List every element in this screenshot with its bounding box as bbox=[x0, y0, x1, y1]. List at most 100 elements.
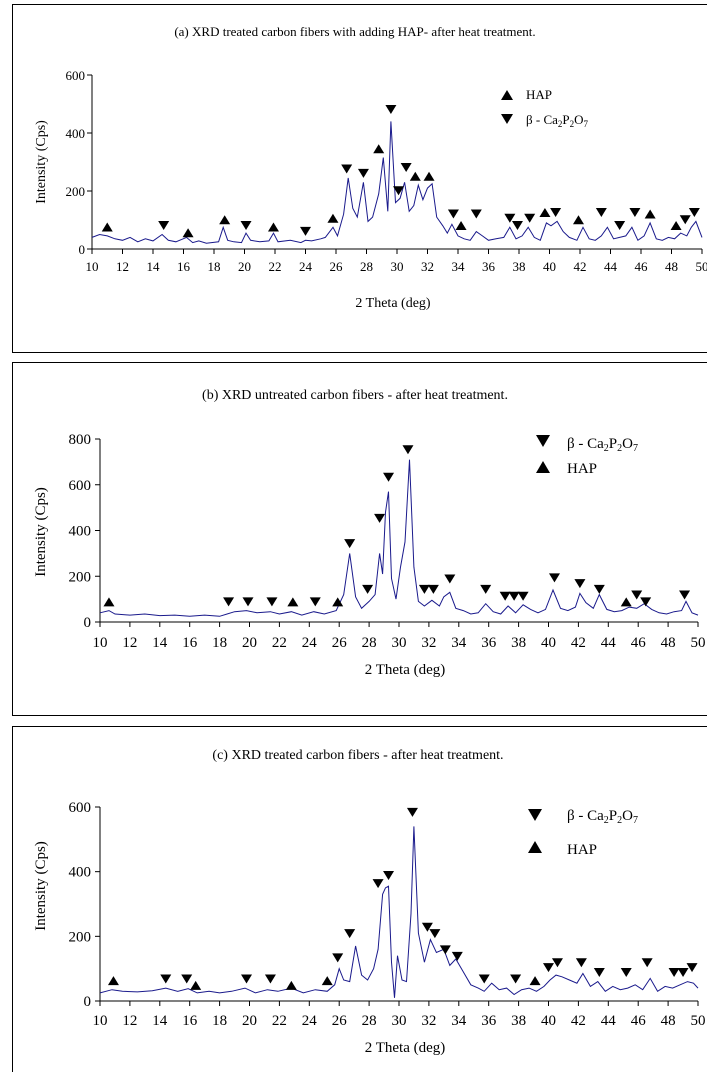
x-tick-label: 20 bbox=[242, 1013, 257, 1029]
peak-marker-down bbox=[593, 967, 605, 977]
legend-marker-up bbox=[536, 461, 550, 473]
peak-marker-up bbox=[529, 976, 541, 986]
y-axis-label: Intensity (Cps) bbox=[33, 487, 49, 577]
x-tick-label: 12 bbox=[122, 1013, 137, 1029]
x-tick-label: 26 bbox=[332, 1013, 348, 1029]
peak-marker-down bbox=[160, 974, 172, 984]
peak-marker-down bbox=[444, 574, 456, 584]
peak-marker-up bbox=[285, 980, 297, 990]
x-tick-label: 50 bbox=[696, 259, 707, 274]
x-tick-label: 38 bbox=[513, 259, 526, 274]
peak-marker-down bbox=[550, 208, 562, 217]
peak-marker-down bbox=[574, 579, 586, 589]
x-tick-label: 24 bbox=[302, 1013, 318, 1029]
x-tick-label: 28 bbox=[362, 1013, 377, 1029]
chart-title: (a) XRD treated carbon fibers with addin… bbox=[174, 24, 535, 39]
peak-marker-down bbox=[686, 963, 698, 973]
peak-marker-down bbox=[181, 974, 193, 984]
x-tick-label: 40 bbox=[541, 1013, 556, 1029]
peak-marker-down bbox=[429, 929, 441, 939]
peak-marker-down bbox=[504, 213, 516, 223]
x-tick-label: 42 bbox=[571, 635, 586, 651]
x-tick-label: 36 bbox=[481, 1013, 497, 1029]
peak-marker-down bbox=[158, 221, 170, 231]
x-tick-labels: 10 12 14 16 18 20 22 24 26 28 30 32 34 36 38 40 42 44 46 48… bbox=[93, 1013, 706, 1029]
peak-marker-up bbox=[539, 208, 551, 217]
x-tick-label: 20 bbox=[242, 635, 257, 651]
xrd-chart-c: (c) XRD treated carbon fibers - after he… bbox=[12, 726, 707, 1072]
legend-marker-down bbox=[501, 114, 513, 124]
x-tick-label: 42 bbox=[571, 1013, 586, 1029]
peak-marker-down bbox=[688, 208, 700, 217]
x-tick-label: 26 bbox=[330, 259, 344, 274]
legend: β - Ca2P2O7 HAP bbox=[536, 435, 638, 477]
peak-marker-down bbox=[383, 870, 395, 880]
x-tick-label: 22 bbox=[272, 635, 287, 651]
peak-marker-down bbox=[344, 539, 356, 549]
x-tick-label: 14 bbox=[152, 635, 168, 651]
series-line bbox=[99, 459, 699, 617]
x-tick-label: 14 bbox=[147, 259, 161, 274]
series-line bbox=[91, 121, 703, 244]
x-tick-label: 38 bbox=[511, 635, 526, 651]
peak-marker-up bbox=[409, 171, 421, 181]
panel-frame bbox=[12, 362, 707, 716]
y-tick-label: 400 bbox=[69, 865, 92, 881]
peak-marker-down bbox=[595, 208, 607, 217]
y-tick-labels: 0 200 400 600 bbox=[69, 800, 92, 1010]
peak-marker-down bbox=[668, 967, 680, 977]
xrd-panel-c: (c) XRD treated carbon fibers - after he… bbox=[0, 726, 707, 1072]
peak-marker-down bbox=[341, 164, 353, 174]
legend-label: β - Ca2P2O7 bbox=[567, 808, 638, 826]
peak-marker-down bbox=[223, 597, 235, 607]
x-tick-label: 22 bbox=[269, 259, 282, 274]
x-axis-label: 2 Theta (deg) bbox=[355, 296, 430, 311]
x-tick-label: 36 bbox=[482, 259, 496, 274]
y-tick-label: 600 bbox=[66, 68, 86, 83]
x-tick-label: 30 bbox=[392, 1013, 407, 1029]
y-tick-label: 800 bbox=[69, 432, 92, 448]
axes bbox=[95, 806, 699, 1006]
x-tick-label: 42 bbox=[574, 259, 587, 274]
x-tick-label: 30 bbox=[392, 635, 407, 651]
axes bbox=[95, 438, 699, 627]
x-tick-label: 28 bbox=[362, 635, 377, 651]
x-tick-label: 24 bbox=[302, 635, 318, 651]
peak-marker-up bbox=[219, 215, 231, 225]
legend: β - Ca2P2O7 HAP bbox=[528, 808, 638, 858]
x-tick-label: 50 bbox=[691, 1013, 706, 1029]
chart-title: (b) XRD untreated carbon fibers - after … bbox=[202, 388, 508, 403]
peak-marker-down bbox=[470, 209, 482, 219]
peak-marker-down bbox=[300, 226, 311, 236]
y-tick-label: 0 bbox=[79, 242, 86, 257]
peak-marker-down bbox=[447, 209, 459, 219]
x-tick-label: 14 bbox=[152, 1013, 168, 1029]
peak-marker-up bbox=[455, 221, 467, 231]
xrd-panel-b: (b) XRD untreated carbon fibers - after … bbox=[0, 362, 707, 717]
peak-marker-up bbox=[670, 221, 682, 231]
y-axis-label: Intensity (Cps) bbox=[33, 841, 49, 931]
peak-marker-down bbox=[593, 584, 605, 594]
x-tick-label: 48 bbox=[665, 259, 678, 274]
xrd-panel-a: (a) XRD treated carbon fibers with addin… bbox=[0, 0, 707, 353]
peak-marker-down bbox=[548, 573, 560, 583]
peak-marker-down bbox=[511, 221, 523, 231]
legend-marker-up bbox=[501, 90, 513, 100]
x-tick-label: 16 bbox=[182, 635, 198, 651]
x-tick-label: 46 bbox=[635, 259, 649, 274]
x-tick-label: 10 bbox=[93, 635, 108, 651]
x-tick-labels: 10 12 14 16 18 20 22 24 26 28 30 32 34 36 38 40 42 44 46 48… bbox=[86, 259, 707, 274]
xrd-chart-b: (b) XRD untreated carbon fibers - after … bbox=[12, 362, 707, 716]
legend-marker-down bbox=[536, 435, 550, 447]
panel-frame bbox=[12, 4, 707, 353]
x-tick-labels: 10 12 14 16 18 20 22 24 26 28 30 32 34 36 38 40 42 44 46 48… bbox=[93, 635, 706, 651]
legend: HAP β - Ca2P2O7 bbox=[501, 87, 589, 129]
peak-marker-down bbox=[241, 974, 253, 984]
peak-marker-up bbox=[321, 976, 333, 986]
peak-marker-down bbox=[427, 584, 439, 594]
peak-marker-up bbox=[182, 228, 194, 238]
x-tick-label: 32 bbox=[421, 635, 436, 651]
peak-marker-down bbox=[575, 958, 587, 968]
x-axis-label: 2 Theta (deg) bbox=[365, 662, 446, 678]
peak-marker-down bbox=[451, 951, 463, 961]
